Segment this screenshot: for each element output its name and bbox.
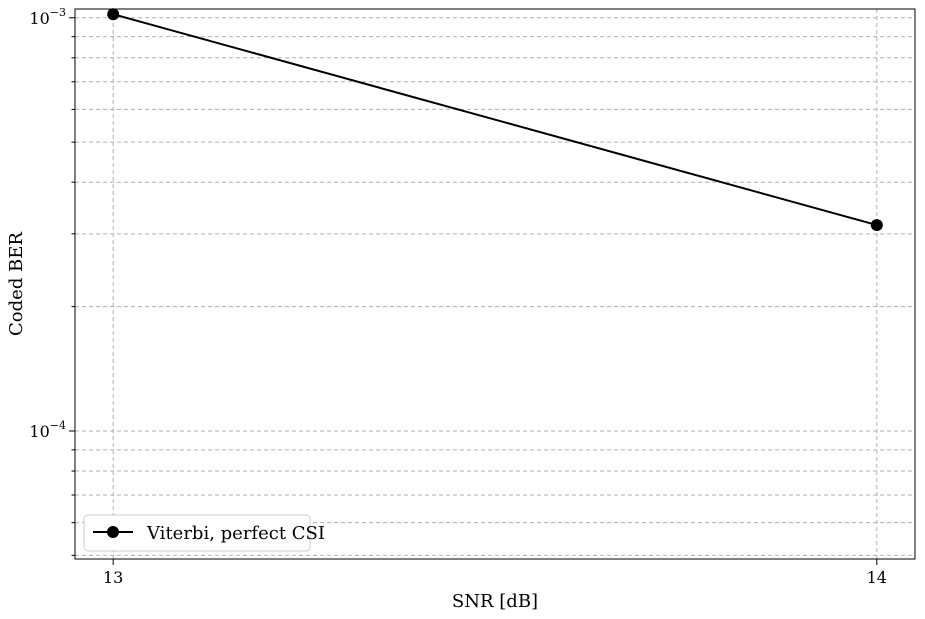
axis-ticks: 10−4 10−3 13 14 (29, 6, 887, 587)
y-axis-label: Coded BER (6, 232, 27, 336)
series-line (112, 13, 878, 227)
y-tick-label: 10−4 (29, 419, 66, 441)
x-axis-label: SNR [dB] (452, 591, 538, 612)
legend-box (83, 514, 311, 552)
data-point (107, 8, 120, 21)
legend: Viterbi, perfect CSI (83, 514, 325, 552)
grid-lines (75, 9, 915, 559)
data-point (870, 219, 883, 232)
plot-area (107, 8, 883, 232)
plot-frame (74, 8, 916, 560)
x-tick-label: 14 (867, 568, 887, 587)
x-tick-label: 13 (103, 568, 123, 587)
legend-entry-label: Viterbi, perfect CSI (146, 523, 325, 544)
y-tick-label: 10−3 (29, 6, 66, 28)
legend-marker-sample (107, 526, 119, 538)
